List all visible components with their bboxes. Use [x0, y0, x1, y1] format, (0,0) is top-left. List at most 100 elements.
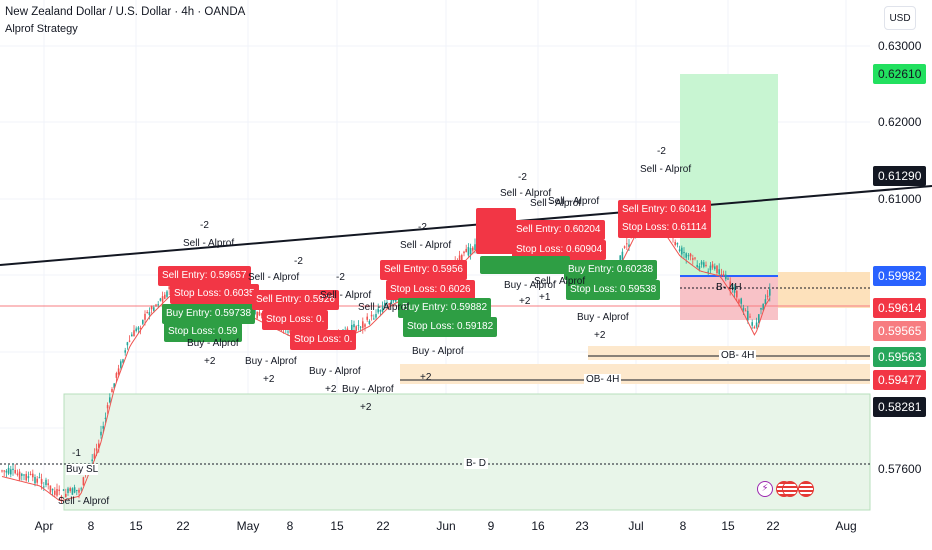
time-tick: 15: [330, 519, 344, 533]
candle-body: [29, 474, 32, 476]
signal-count: +2: [263, 374, 275, 385]
sell-alprof-label: Sell - Alprof: [530, 198, 582, 209]
candle-body: [353, 324, 355, 328]
signal-count: -2: [336, 272, 345, 283]
stop-loss-box[interactable]: Stop Loss: 0.59: [164, 322, 242, 342]
buy-alprof-label: Buy - Alprof: [412, 346, 464, 357]
candle-body: [626, 243, 628, 245]
price-tag: 0.59477: [873, 370, 927, 390]
time-tick: 8: [679, 519, 687, 533]
candle-body: [27, 476, 30, 479]
stop-loss-box[interactable]: Stop Loss: 0.61114: [618, 218, 711, 238]
price-tag-entry: 0.59982: [873, 266, 927, 286]
candle-body: [474, 244, 476, 250]
candle-body: [755, 322, 758, 327]
candle-body: [623, 246, 626, 248]
candle-body: [157, 304, 159, 306]
candle-body: [738, 299, 740, 303]
stop-loss-box[interactable]: Stop Loss: 0.6026: [386, 280, 475, 300]
demand-zone-daily: [63, 393, 871, 511]
candle-body: [373, 318, 375, 320]
candle-body: [370, 314, 373, 317]
candle-body: [91, 459, 93, 462]
time-tick: Jul: [628, 519, 644, 533]
target-zone: [680, 74, 778, 276]
trend-line[interactable]: [0, 185, 932, 266]
candle-body: [676, 243, 679, 245]
candle-body: [51, 488, 54, 491]
sell-entry-box[interactable]: Sell Entry: 0.60414: [618, 200, 711, 220]
candle-body: [758, 314, 760, 323]
currency-button[interactable]: USD: [884, 6, 916, 30]
candle-body: [54, 490, 56, 495]
buy-box-stack[interactable]: [480, 256, 570, 274]
candle-body: [753, 326, 756, 329]
sell-entry-box-stack[interactable]: [476, 208, 516, 254]
candle-body: [751, 322, 753, 326]
buy-entry-box[interactable]: Buy Entry: 0.60238: [564, 260, 658, 280]
candle-body: [700, 261, 703, 265]
candle-body: [628, 244, 630, 247]
stop-loss-box[interactable]: Stop Loss: 0.59538: [566, 280, 661, 300]
candle-body: [729, 281, 731, 290]
signal-count: -2: [518, 172, 527, 183]
stop-loss-box[interactable]: Stop Loss: 0.: [262, 310, 329, 330]
sell-entry-box[interactable]: Sell Entry: 0.5956: [380, 260, 467, 280]
sell-alprof-label: Sell - Alprof: [248, 272, 300, 283]
buy-alprof-label: Buy - Alprof: [245, 356, 297, 367]
candle-body: [69, 488, 71, 492]
candle-body: [472, 247, 474, 251]
time-tick: 15: [129, 519, 143, 533]
candle-body: [364, 324, 366, 327]
candle-body: [256, 311, 258, 319]
candle-body: [694, 257, 696, 259]
candle-body: [678, 249, 681, 252]
candle-body: [113, 383, 115, 388]
candle-body: [692, 258, 694, 260]
stop-loss-box[interactable]: Stop Loss: 0.59182: [403, 317, 498, 337]
stop-loss-box[interactable]: Stop Loss: 0.6035: [170, 284, 259, 304]
buy-entry-box[interactable]: Buy Entry: 0.59738: [162, 304, 256, 324]
candle-body: [359, 326, 362, 328]
orderblock-zone-lower: [400, 364, 870, 384]
candle-body: [621, 251, 624, 260]
strategy-label[interactable]: Alprof Strategy: [5, 23, 78, 35]
candle-body: [718, 269, 720, 275]
sell-entry-box[interactable]: Sell Entry: 0.59657: [158, 266, 251, 286]
candle-body: [124, 350, 126, 353]
buy-entry-box[interactable]: Buy Entry: 0.59882: [398, 298, 492, 318]
candle-body: [461, 255, 463, 263]
candle-body: [742, 307, 745, 311]
candle-body: [14, 470, 16, 474]
time-tick: 23: [575, 519, 589, 533]
candle-body: [115, 373, 118, 378]
price-tag-last: 0.59614: [873, 298, 927, 318]
candle-body: [128, 340, 131, 342]
lightning-icon[interactable]: ⚡: [757, 481, 773, 497]
us-flag-icon[interactable]: [782, 481, 798, 497]
signal-count: +2: [360, 402, 372, 413]
candle-body: [727, 278, 729, 280]
stop-loss-box[interactable]: Stop Loss: 0.: [290, 330, 357, 350]
candle-body: [82, 477, 85, 486]
candle-body: [62, 489, 65, 491]
candle-body: [155, 304, 157, 306]
candle-body: [32, 473, 34, 478]
candle-body: [1, 470, 3, 472]
signal-count: -1: [72, 448, 81, 459]
candle-body: [150, 306, 153, 310]
candle-body: [7, 467, 10, 474]
sell-entry-box[interactable]: Sell Entry: 0.5926: [252, 290, 339, 310]
candle-body: [135, 328, 137, 332]
sell-alprof-label: Sell - Alprof: [534, 276, 586, 287]
candle-body: [355, 326, 357, 332]
us-flag-icon[interactable]: [798, 481, 814, 497]
buy-alprof-label: Buy - Alprof: [342, 384, 394, 395]
sell-entry-box[interactable]: Sell Entry: 0.60204: [512, 220, 605, 240]
time-tick: Aug: [835, 519, 857, 533]
candle-body: [21, 473, 23, 476]
stop-loss-box[interactable]: Stop Loss: 0.60904: [512, 240, 607, 260]
time-tick: 22: [766, 519, 780, 533]
candle-body: [463, 251, 465, 254]
